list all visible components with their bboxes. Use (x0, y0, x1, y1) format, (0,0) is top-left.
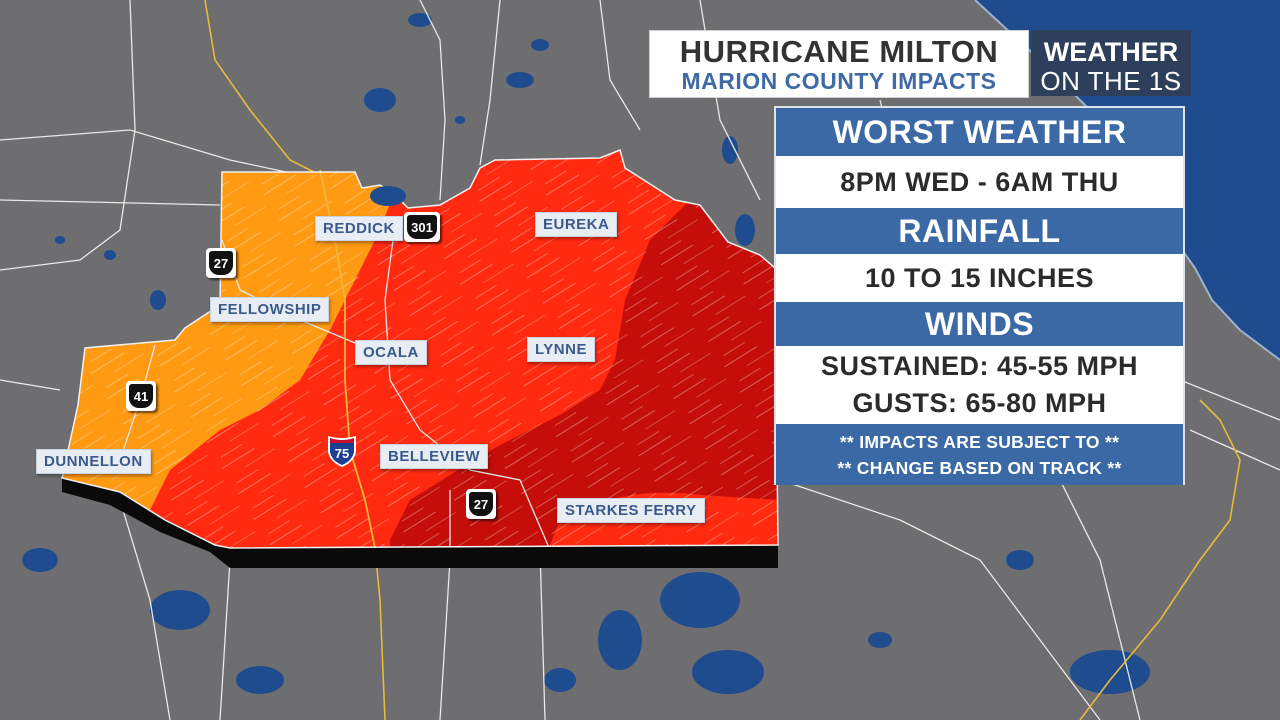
brand-logo: WEATHER ON THE 1S (1031, 30, 1191, 96)
us-route-27-shield-north: 27 (206, 248, 236, 278)
title-subtitle: MARION COUNTY IMPACTS (681, 68, 997, 94)
interstate-shield-icon (328, 436, 356, 467)
place-label-lynne: LYNNE (527, 337, 595, 362)
place-label-eureka: EUREKA (535, 212, 618, 237)
winds-sustained: SUSTAINED: 45-55 MPH (776, 348, 1183, 384)
brand-top-text: WEATHER (1043, 37, 1179, 67)
rainfall-header: RAINFALL (776, 208, 1183, 254)
route-number: 27 (469, 492, 493, 516)
place-label-reddick: REDDICK (315, 216, 403, 241)
place-label-ocala: OCALA (355, 340, 427, 365)
route-number: 27 (209, 251, 233, 275)
county-shadow (62, 478, 778, 568)
winds-gusts: GUSTS: 65-80 MPH (776, 384, 1183, 422)
title-main: HURRICANE MILTON (679, 34, 999, 69)
county-outline (61, 148, 779, 549)
disclaimer-line-2: ** CHANGE BASED ON TRACK ** (837, 458, 1122, 478)
worst-weather-header: WORST WEATHER (776, 108, 1183, 156)
impact-disclaimer: ** IMPACTS ARE SUBJECT TO ** ** CHANGE B… (776, 424, 1183, 485)
rainfall-value: 10 TO 15 INCHES (776, 254, 1183, 302)
brand-bottom-text: ON THE 1S (1040, 66, 1182, 96)
place-label-starkes-ferry: STARKES FERRY (557, 498, 705, 523)
us-route-301-shield: 301 (404, 212, 440, 242)
lake-orange (370, 186, 406, 206)
winds-header: WINDS (776, 302, 1183, 346)
worst-weather-value: 8PM WED - 6AM THU (776, 156, 1183, 208)
us-route-27-shield-south: 27 (466, 489, 496, 519)
place-label-belleview: BELLEVIEW (380, 444, 489, 469)
disclaimer-line-1: ** IMPACTS ARE SUBJECT TO ** (839, 432, 1120, 452)
route-number: 75 (334, 446, 350, 461)
impact-info-panel: WORST WEATHER 8PM WED - 6AM THU RAINFALL… (774, 106, 1185, 485)
route-number: 41 (129, 384, 153, 408)
place-label-dunnellon: DUNNELLON (36, 449, 151, 474)
route-number: 301 (407, 215, 437, 239)
ocean (975, 0, 1280, 360)
place-label-fellowship: FELLOWSHIP (210, 297, 330, 322)
us-route-41-shield: 41 (126, 381, 156, 411)
interstate-75-shield: 75 (326, 434, 358, 468)
title-box: HURRICANE MILTON MARION COUNTY IMPACTS (649, 30, 1029, 98)
